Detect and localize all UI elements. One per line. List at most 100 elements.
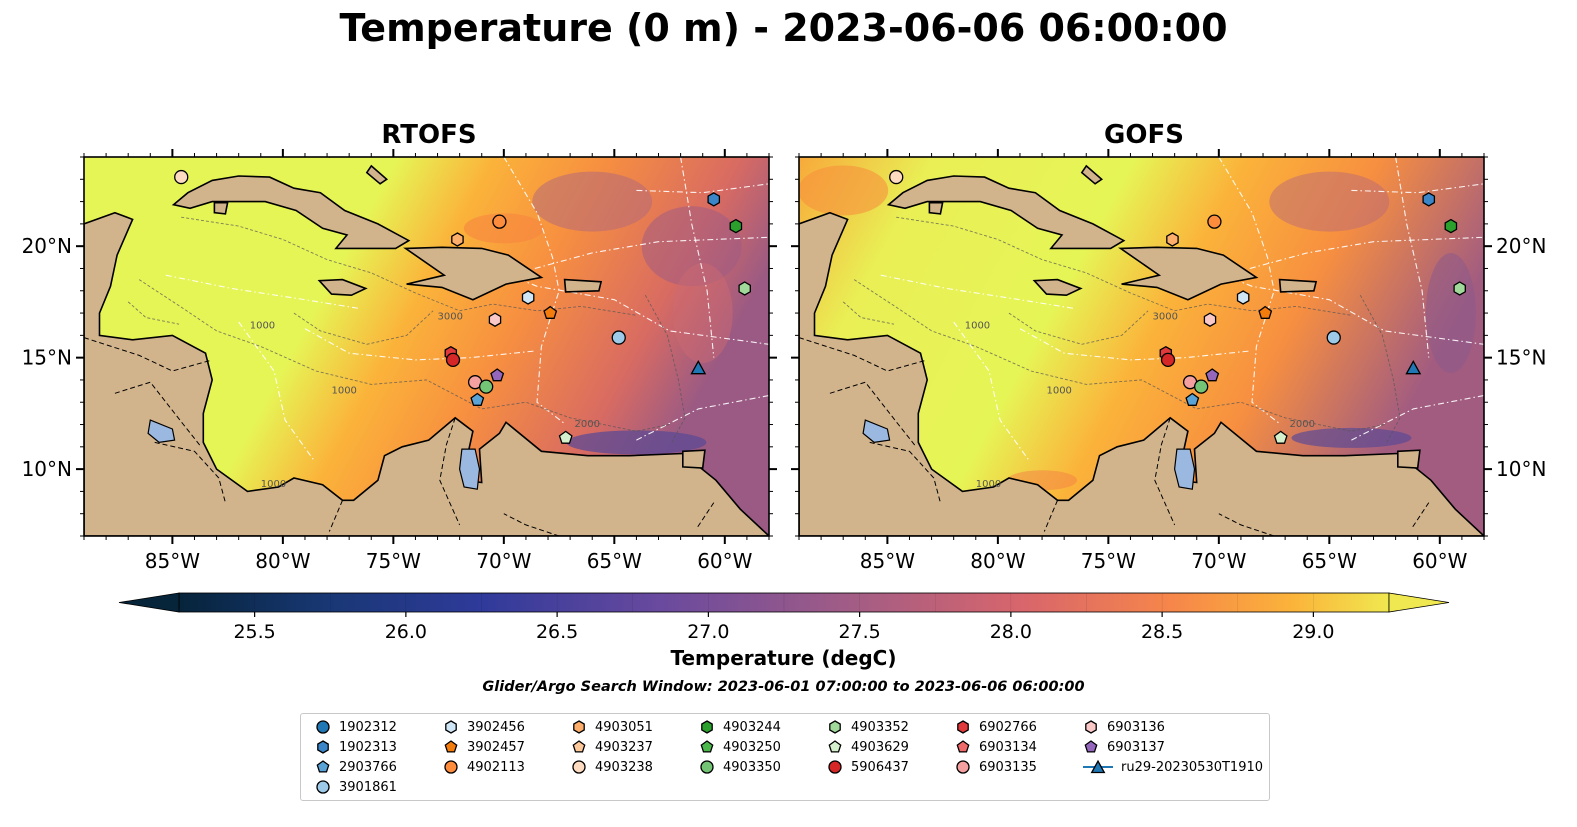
country-border — [829, 381, 917, 448]
colorbar-tick-label: 28.5 — [1141, 621, 1183, 643]
bathymetry-contour — [293, 310, 434, 345]
lat-tick-label: 20°N — [1496, 234, 1546, 258]
marker-ru29-20230530T1910 — [690, 359, 707, 375]
legend-pentagon-icon — [572, 740, 586, 753]
lake-nicaragua — [147, 419, 176, 444]
legend-item: 6903135 — [955, 757, 1037, 777]
legend-label: 5906437 — [851, 759, 909, 775]
marker-4903350 — [479, 379, 494, 394]
marker-1902313 — [707, 192, 721, 207]
marker-4903238 — [174, 169, 189, 185]
legend-label: 4903352 — [851, 719, 909, 735]
country-border — [114, 381, 202, 448]
contour-label: 2000 — [575, 419, 600, 430]
lat-tick-label: 20°N — [22, 234, 72, 258]
temperature-anomaly-patch — [463, 213, 544, 244]
temperature-anomaly-patch — [566, 430, 707, 455]
legend-label: 6903135 — [979, 759, 1037, 775]
legend-marker-icon — [1083, 759, 1113, 774]
legend-item: 6902766 — [955, 717, 1037, 737]
colorbar-tick-label: 26.0 — [385, 621, 427, 643]
legend-label: 4903238 — [595, 759, 653, 775]
country-border — [799, 337, 928, 372]
marker-3902456 — [521, 290, 535, 305]
land-mainland — [84, 211, 769, 536]
marker-ru29-20230530T1910 — [1405, 359, 1422, 375]
legend-hexagon-icon — [829, 720, 841, 734]
legend-marker-icon — [316, 780, 330, 794]
legend-pentagon-icon — [1084, 740, 1098, 753]
eez-boundary-line — [1351, 394, 1484, 441]
panel-title-gofs: GOFS — [1104, 120, 1184, 150]
legend-label: 4903237 — [595, 739, 653, 755]
colorbar-tick-label: 27.0 — [687, 621, 729, 643]
contour-label: 1000 — [965, 321, 990, 332]
marker-5906437 — [1160, 352, 1176, 368]
temperature-anomaly-patch — [799, 165, 889, 216]
eez-boundary-line — [636, 183, 769, 194]
bathymetry-contour — [644, 294, 686, 443]
legend-label: 6903136 — [1107, 719, 1165, 735]
lon-tick-label: 85°W — [145, 549, 200, 573]
lon-tick-label: 65°W — [587, 549, 642, 573]
lon-tick-label: 60°W — [1412, 549, 1467, 573]
eez-boundary-line — [1196, 263, 1484, 345]
legend-label: 6903137 — [1107, 739, 1165, 755]
marker-4903238 — [889, 169, 904, 185]
marker-6903137 — [1205, 368, 1220, 382]
land-puertorico — [563, 278, 603, 293]
legend-item: 4903051 — [571, 717, 653, 737]
marker-6903136 — [488, 312, 502, 327]
colorbar-tick-label: 29.0 — [1292, 621, 1334, 643]
legend-pentagon-icon — [956, 740, 970, 753]
figure-title: Temperature (0 m) - 2023-06-06 06:00:00 — [339, 6, 1228, 50]
lake-nicaragua — [862, 419, 891, 444]
land-hispaniola — [403, 246, 544, 301]
colorbar-extend-high — [1388, 592, 1450, 613]
legend-marker-icon — [828, 740, 842, 753]
map-frame — [798, 156, 1485, 537]
legend-label: 4903051 — [595, 719, 653, 735]
marker-4903629 — [558, 430, 573, 444]
legend-marker-icon — [444, 740, 458, 753]
legend-label: 6903134 — [979, 739, 1037, 755]
land-trinidad — [682, 449, 706, 469]
contour-label: 1000 — [1046, 385, 1071, 396]
legend-circle-icon — [572, 760, 586, 774]
temperature-anomaly-patch — [641, 206, 742, 287]
legend-label: 6902766 — [979, 719, 1037, 735]
lon-tick-label: 75°W — [366, 549, 421, 573]
legend-marker-icon — [700, 740, 714, 753]
temperature-anomaly-patch — [1269, 171, 1390, 232]
marker-4903352 — [738, 281, 751, 296]
contour-label: 1000 — [261, 479, 286, 490]
contour-label: 2000 — [1290, 419, 1315, 430]
legend-item: 4903350 — [699, 757, 781, 777]
temperature-anomaly-patch — [672, 263, 733, 364]
legend-pentagon-icon — [828, 740, 842, 753]
country-border — [439, 417, 461, 526]
marker-4902113 — [492, 214, 507, 229]
land-bahamas1 — [328, 157, 331, 159]
marker-4903629 — [1273, 430, 1288, 444]
land-trinidad — [1397, 449, 1421, 469]
contour-label: 1000 — [331, 385, 356, 396]
legend-item: 6903134 — [955, 737, 1037, 757]
land-cuba_isle — [928, 201, 944, 215]
legend-marker-icon — [700, 760, 714, 774]
legend-circle-icon — [956, 760, 970, 774]
lat-tick-label: 15°N — [22, 346, 72, 370]
legend-item: 4902113 — [443, 757, 525, 777]
marker-3901861 — [1326, 330, 1341, 345]
eez-boundary-line — [880, 274, 1076, 310]
country-border — [503, 513, 560, 536]
legend-item: 3902456 — [443, 717, 525, 737]
legend-marker-icon — [316, 720, 330, 734]
marker-4903051 — [1166, 232, 1179, 247]
legend-label: 3901861 — [339, 779, 397, 795]
legend-label: 4903629 — [851, 739, 909, 755]
marker-6903137 — [490, 368, 505, 382]
legend-label: 4903250 — [723, 739, 781, 755]
marker-2903766 — [470, 392, 485, 406]
